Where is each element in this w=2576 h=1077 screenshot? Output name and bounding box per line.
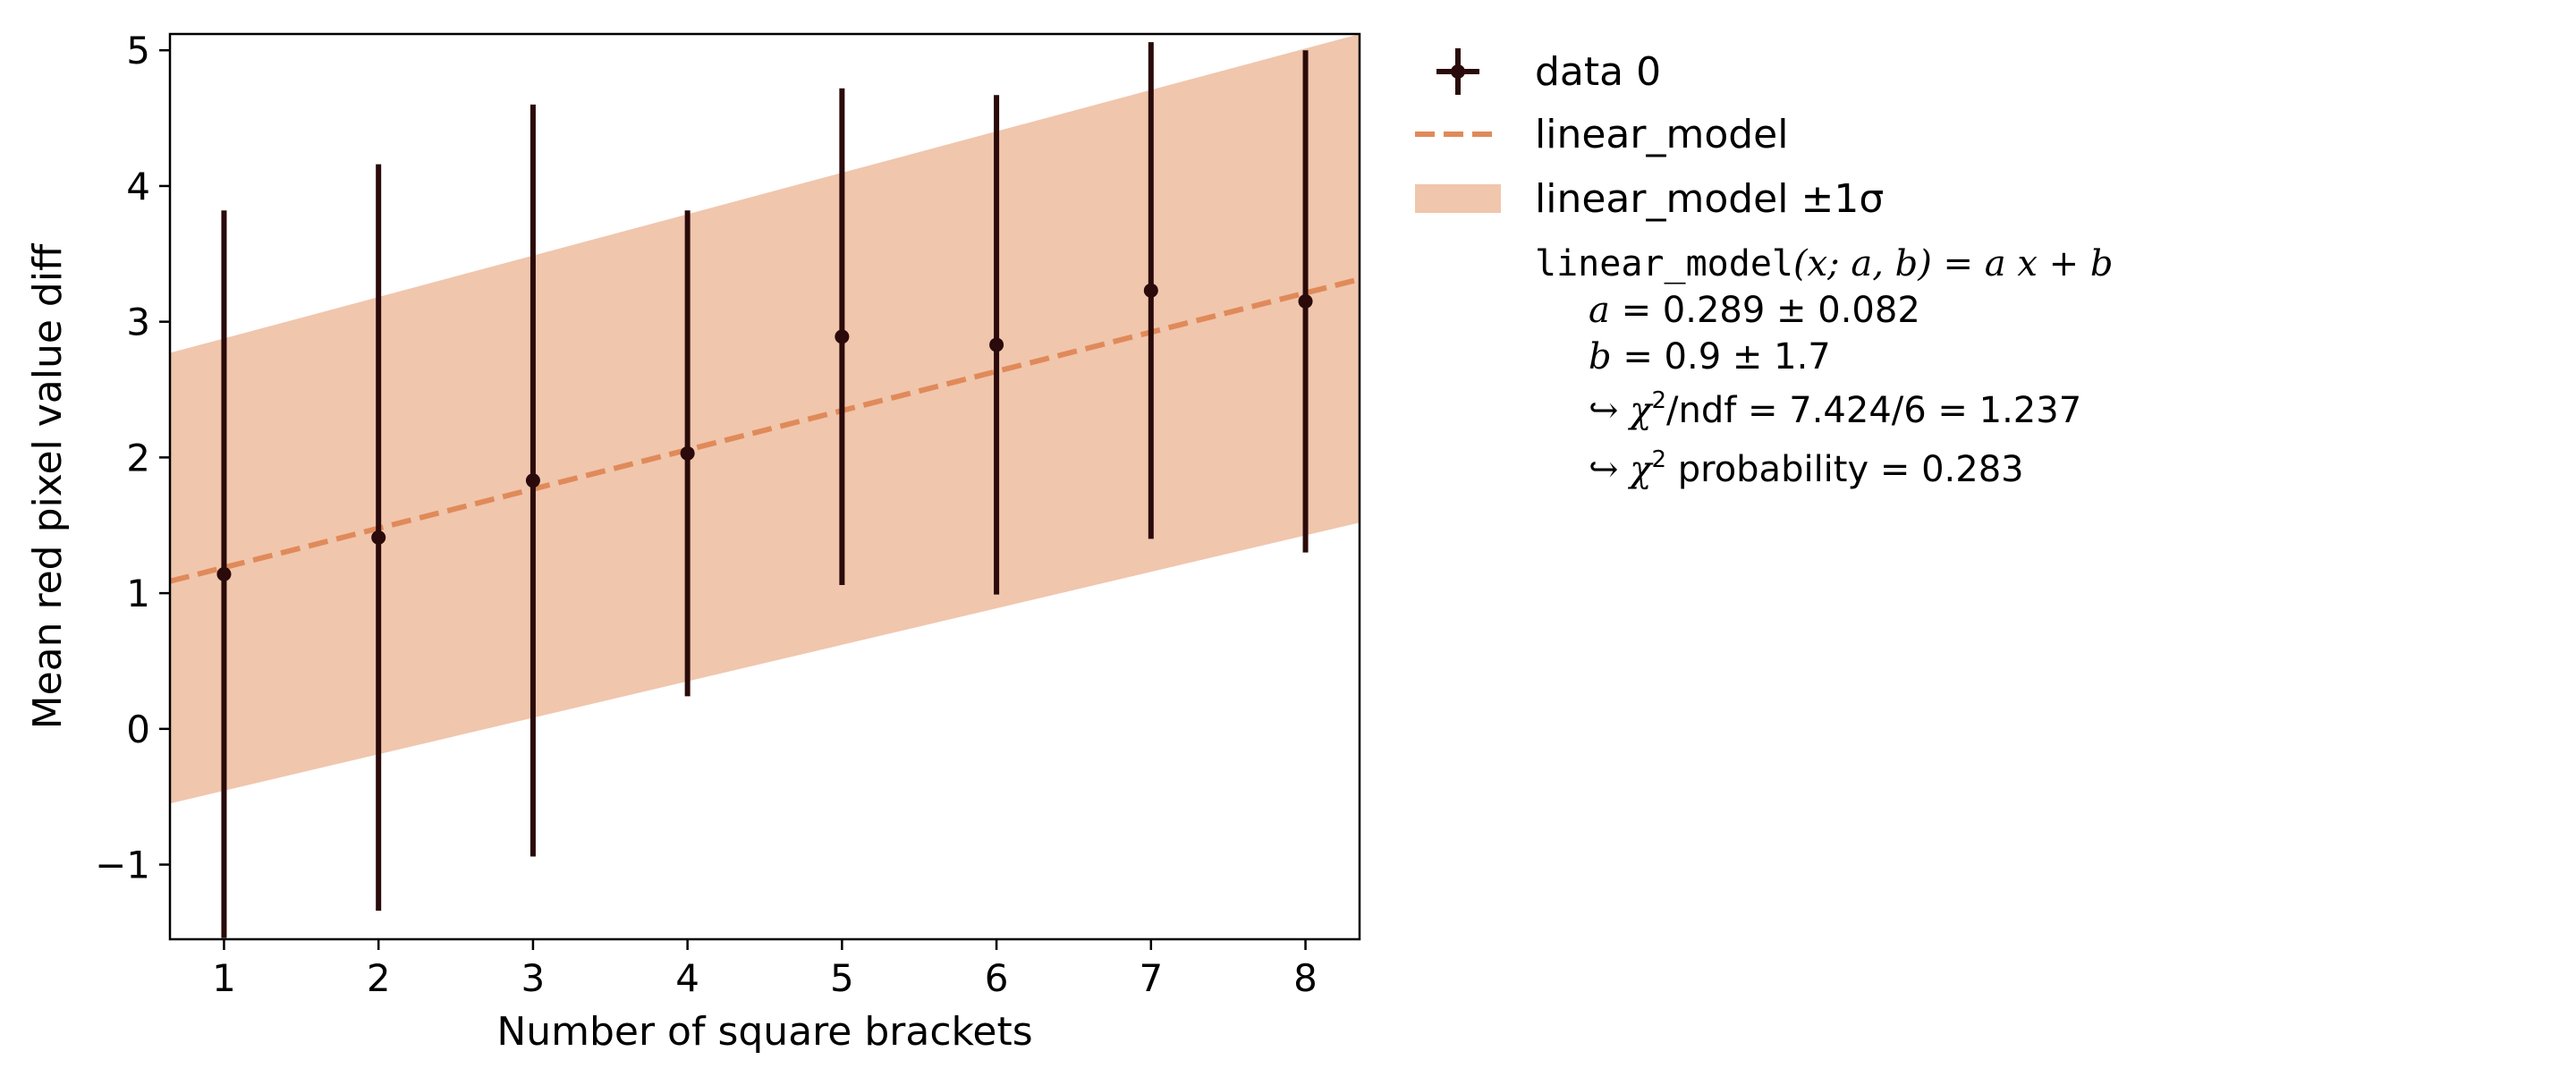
y-tick-label: 3	[126, 301, 150, 344]
fit-model-name: linear_model	[1535, 243, 1793, 284]
legend-band-swatch	[1415, 184, 1501, 213]
fit-param-b-value: = 0.9 ± 1.7	[1623, 336, 1830, 377]
x-tick-label: 4	[675, 956, 699, 1000]
y-tick-label: 2	[126, 436, 150, 479]
fit-chi2-ndf: ↪ χ2/ndf = 7.424/6 = 1.237	[1589, 387, 2081, 431]
fit-model-args: (x; a, b) = a x + b	[1793, 243, 2113, 284]
model-line	[170, 276, 1360, 584]
data-point	[835, 329, 850, 344]
fit-param-a-value: = 0.289 ± 0.082	[1622, 290, 1920, 331]
fit-chi2-probability: ↪ χ2 probability = 0.283	[1589, 446, 2024, 490]
x-tick-label: 2	[367, 956, 391, 1000]
fit-chi2-prob-rest: probability = 0.283	[1666, 449, 2024, 490]
y-tick-label: 5	[126, 29, 150, 72]
line-layer	[170, 276, 1360, 584]
x-tick-label: 3	[521, 956, 546, 1000]
x-tick-label: 6	[985, 956, 1009, 1000]
tick-layer: 1 2 3 4 5 6 7 8 −1 0 1 2 3 4 5	[95, 29, 1318, 1000]
legend-marker-linear-model-band	[1415, 184, 1501, 213]
fit-chi2-ndf-rest: /ndf = 7.424/6 = 1.237	[1666, 390, 2081, 431]
fit-chi2-prob-prefix: ↪ χ	[1589, 449, 1654, 490]
data-point	[525, 473, 540, 488]
fit-param-b-name: b	[1589, 336, 1612, 377]
fit-param-a-name: a	[1589, 290, 1610, 331]
data-point	[680, 445, 695, 461]
fit-model-formula: linear_model(x; a, b) = a x + b	[1535, 243, 2113, 284]
x-axis-label: Number of square brackets	[496, 1009, 1032, 1055]
fit-info-annotation: linear_model(x; a, b) = a x + b a = 0.28…	[1535, 243, 2113, 490]
fit-chi2-prob-sup: 2	[1651, 446, 1666, 473]
fit-param-a: a = 0.289 ± 0.082	[1589, 290, 1920, 331]
x-tick-label: 1	[212, 956, 236, 1000]
legend-label-data-0: data 0	[1535, 49, 1661, 95]
y-tick-label: 4	[126, 165, 150, 208]
data-point	[1143, 283, 1158, 298]
fit-param-b: b = 0.9 ± 1.7	[1589, 336, 1831, 377]
x-tick-label: 8	[1293, 956, 1318, 1000]
y-tick-label: 0	[126, 708, 150, 751]
y-tick-label: −1	[95, 844, 150, 887]
legend-label-linear-model: linear_model	[1535, 112, 1788, 157]
x-tick-label: 5	[830, 956, 854, 1000]
legend-label-linear-model-band: linear_model ±1σ	[1535, 176, 1884, 222]
legend: data 0 linear_model linear_model ±1σ	[1415, 48, 1884, 222]
data-point	[1298, 293, 1313, 309]
band-layer	[170, 34, 1360, 804]
y-tick-label: 1	[126, 572, 150, 615]
plot-frame	[168, 32, 1361, 941]
y-axis-label: Mean red pixel value diff	[25, 242, 71, 729]
legend-marker-data-0	[1436, 48, 1479, 95]
error-layer	[216, 42, 1313, 938]
legend-errorbar-point	[1451, 64, 1465, 79]
fit-chi2-ndf-prefix: ↪ χ	[1589, 390, 1654, 431]
confidence-band	[170, 34, 1360, 804]
x-tick-label: 7	[1139, 956, 1163, 1000]
data-point	[989, 337, 1004, 352]
data-point	[371, 530, 386, 545]
data-point	[216, 566, 232, 581]
fit-chi2-ndf-sup: 2	[1651, 387, 1666, 414]
